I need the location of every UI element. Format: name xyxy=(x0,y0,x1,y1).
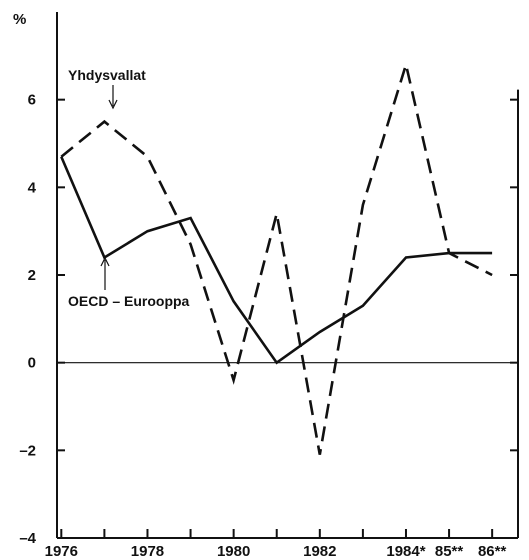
x-tick-label: 85** xyxy=(435,543,464,560)
y-tick-label: 4 xyxy=(28,179,37,196)
series-label-yhdysvallat: Yhdysvallat xyxy=(68,67,146,83)
series-layer xyxy=(60,59,493,455)
x-tick-label: 1984* xyxy=(386,543,425,560)
x-tick-label: 1978 xyxy=(131,543,164,560)
x-tick-label: 1980 xyxy=(217,543,250,560)
series-label-oecd-eurooppa: OECD – Eurooppa xyxy=(68,293,190,309)
arrowhead-yhdysvallat xyxy=(108,99,118,110)
series-line-oecd-eurooppa xyxy=(60,156,493,365)
arrowhead-oecd-eurooppa xyxy=(100,256,110,267)
y-tick-label: –4 xyxy=(19,530,36,547)
y-tick-label: 6 xyxy=(28,92,36,109)
x-tick-label: 86** xyxy=(478,543,507,560)
series-annotations: Yhdysvallat OECD – Eurooppa xyxy=(68,67,190,309)
x-tick-label: 1982 xyxy=(303,543,336,560)
y-tick-label: 2 xyxy=(28,267,36,284)
y-tick-label: –2 xyxy=(19,442,36,459)
y-ticks: –4 –2 0 2 4 6 xyxy=(19,92,518,547)
y-tick-label: 0 xyxy=(28,355,36,372)
x-ticks: 1976 1978 1980 1982 1984* 85** 86** xyxy=(45,529,507,560)
x-tick-label: 1976 xyxy=(45,543,78,560)
y-axis-unit-label: % xyxy=(13,11,26,28)
series-line-yhdysvallat xyxy=(60,59,493,455)
